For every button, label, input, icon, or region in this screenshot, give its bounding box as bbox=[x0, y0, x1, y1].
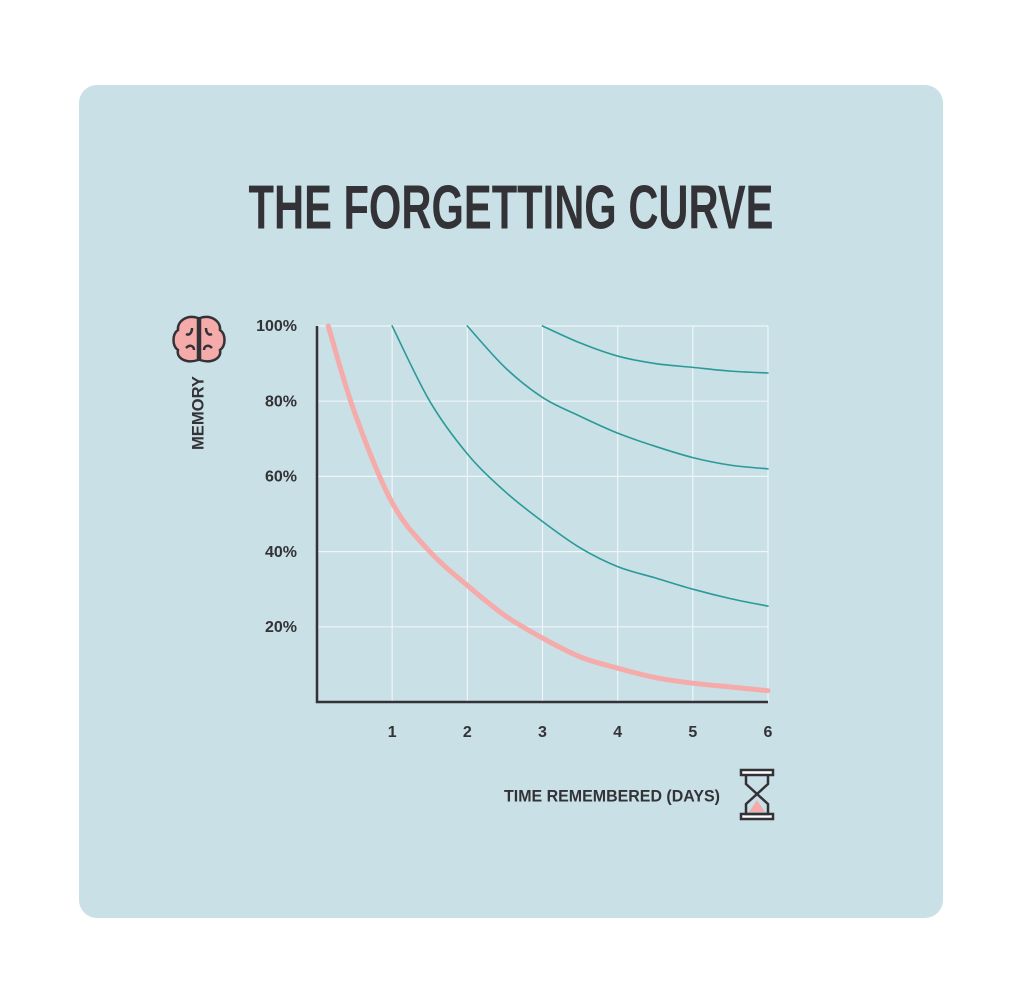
hourglass-icon bbox=[739, 768, 775, 821]
y-tick-label: 40% bbox=[265, 544, 297, 561]
memory-curve bbox=[541, 325, 769, 374]
memory-curve bbox=[466, 325, 769, 470]
y-tick-label: 60% bbox=[265, 469, 297, 486]
brain-icon bbox=[172, 315, 226, 363]
x-tick-label: 2 bbox=[463, 724, 472, 741]
x-tick-label: 4 bbox=[613, 724, 622, 741]
x-tick-label: 5 bbox=[688, 724, 697, 741]
x-tick-label: 3 bbox=[538, 724, 547, 741]
x-tick-label: 1 bbox=[388, 724, 397, 741]
memory-curve bbox=[391, 325, 769, 607]
chart-title: THE FORGETTING CURVE bbox=[249, 173, 774, 242]
y-tick-label: 80% bbox=[265, 393, 297, 410]
x-tick-label: 6 bbox=[764, 724, 773, 741]
axis bbox=[315, 326, 768, 704]
y-tick-label: 20% bbox=[265, 619, 297, 636]
y-tick-label: 100% bbox=[256, 318, 297, 335]
x-axis-label: TIME REMEMBERED (DAYS) bbox=[504, 786, 720, 805]
card bbox=[79, 85, 943, 918]
y-axis-label: MEMORY bbox=[188, 375, 207, 450]
memory-curve bbox=[325, 323, 771, 694]
